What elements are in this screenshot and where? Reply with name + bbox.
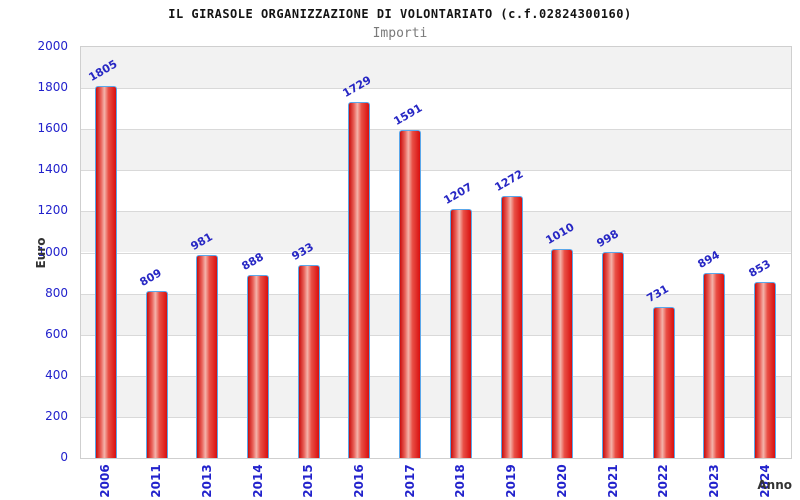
grid-band xyxy=(81,416,791,458)
grid-band xyxy=(81,211,791,253)
bar-2013 xyxy=(196,255,219,458)
y-tick-label: 600 xyxy=(45,326,68,341)
grid-line xyxy=(81,88,791,90)
bar-2019 xyxy=(500,195,523,458)
y-axis-title: Euro xyxy=(34,237,48,269)
grid-line xyxy=(81,170,791,172)
bar-2021 xyxy=(602,251,624,458)
grid-line xyxy=(81,252,791,254)
grid-band xyxy=(81,47,791,89)
x-tick-label: 2014 xyxy=(250,464,265,498)
grid-line xyxy=(81,129,791,131)
grid-band xyxy=(81,129,791,171)
grid-line xyxy=(81,293,791,295)
bar-2024 xyxy=(754,281,777,458)
chart-subtitle: Importi xyxy=(372,26,428,41)
grid-band xyxy=(81,334,791,376)
y-tick-label: 1000 xyxy=(37,244,68,259)
x-tick-label: 2018 xyxy=(453,464,468,498)
bar-2020 xyxy=(551,249,574,458)
grid-line xyxy=(81,416,791,418)
y-tick-label: 1800 xyxy=(37,80,68,95)
chart-title: IL GIRASOLE ORGANIZZAZIONE DI VOLONTARIA… xyxy=(168,7,632,21)
y-tick-label: 1400 xyxy=(37,162,68,177)
bar-2014 xyxy=(247,274,269,458)
x-tick-label: 2023 xyxy=(706,464,721,498)
x-tick-label: 2020 xyxy=(554,464,569,498)
x-tick-label: 2017 xyxy=(402,464,417,498)
y-tick-label: 400 xyxy=(45,367,68,382)
grid-band xyxy=(81,293,791,335)
x-tick-label: 2022 xyxy=(656,464,671,498)
y-tick-label: 200 xyxy=(45,408,68,423)
x-axis-title: Anno xyxy=(757,478,792,492)
grid-line xyxy=(81,334,791,336)
grid-line xyxy=(81,375,791,377)
bar-2018 xyxy=(449,208,472,458)
x-tick-label: 2016 xyxy=(351,464,366,498)
grid-band xyxy=(81,170,791,212)
x-tick-label: 2013 xyxy=(199,464,214,498)
grid-band xyxy=(81,252,791,294)
grid-line xyxy=(81,211,791,213)
x-tick-label: 2019 xyxy=(504,464,519,498)
x-tick-label: 2021 xyxy=(605,464,620,498)
grid-band xyxy=(81,375,791,417)
bar-2023 xyxy=(703,273,726,458)
bar-2022 xyxy=(652,306,675,458)
bar-2011 xyxy=(145,290,168,458)
y-tick-label: 800 xyxy=(45,285,68,300)
y-tick-label: 1600 xyxy=(37,121,68,136)
y-tick-label: 0 xyxy=(60,450,68,464)
x-tick-label: 2006 xyxy=(98,464,113,498)
plot-area: 1805 809 981 888 933 1729 1591 1207 1272 1010 998 7… xyxy=(80,46,792,459)
bar-2015 xyxy=(297,265,320,458)
bar-2017 xyxy=(399,130,422,458)
bar-2016 xyxy=(348,101,371,458)
y-tick-label: 1200 xyxy=(37,203,68,218)
y-tick-label: 2000 xyxy=(37,39,68,53)
bar-2006 xyxy=(94,86,117,458)
x-tick-label: 2015 xyxy=(301,464,316,498)
grid-band xyxy=(81,88,791,130)
x-tick-label: 2011 xyxy=(149,464,164,498)
